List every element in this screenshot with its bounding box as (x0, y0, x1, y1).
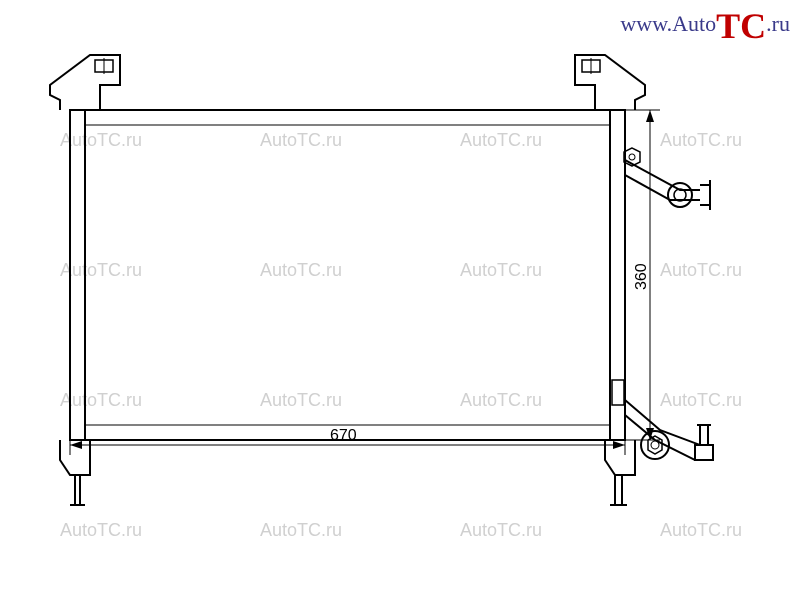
dim-width-value: 670 (330, 427, 357, 444)
outer-body (70, 110, 625, 440)
site-logo: www.AutoTC.ru (620, 5, 790, 47)
right-bracket-top (575, 55, 645, 110)
bottom-fitting (612, 380, 713, 460)
logo-accent: TC (716, 6, 766, 46)
inner-core (85, 125, 610, 425)
dim-height-value: 360 (633, 263, 650, 290)
left-bracket-top (50, 55, 120, 110)
technical-drawing: 670 360 (0, 0, 800, 600)
logo-suffix: .ru (766, 11, 790, 36)
top-fitting (624, 148, 710, 210)
logo-prefix: www.Auto (620, 11, 716, 36)
